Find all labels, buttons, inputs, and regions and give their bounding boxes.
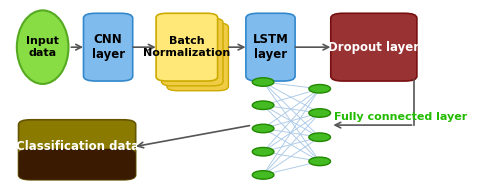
Text: Fully connected layer: Fully connected layer — [334, 112, 468, 122]
Circle shape — [252, 147, 274, 156]
Circle shape — [309, 157, 330, 166]
Text: Classification data: Classification data — [16, 140, 138, 153]
FancyBboxPatch shape — [331, 13, 417, 81]
Text: LSTM
layer: LSTM layer — [252, 33, 288, 61]
Circle shape — [252, 124, 274, 133]
Circle shape — [252, 78, 274, 86]
Text: CNN
layer: CNN layer — [92, 33, 124, 61]
FancyBboxPatch shape — [156, 13, 218, 81]
Circle shape — [309, 133, 330, 141]
Circle shape — [309, 84, 330, 93]
Text: Input
data: Input data — [26, 36, 59, 58]
Ellipse shape — [17, 10, 68, 84]
Circle shape — [252, 101, 274, 110]
Circle shape — [252, 171, 274, 179]
Text: Batch
Normalization: Batch Normalization — [143, 36, 231, 58]
FancyBboxPatch shape — [84, 13, 132, 81]
FancyBboxPatch shape — [18, 120, 136, 180]
FancyBboxPatch shape — [167, 23, 228, 91]
FancyBboxPatch shape — [18, 149, 136, 180]
FancyBboxPatch shape — [162, 18, 223, 86]
Text: Dropout layer: Dropout layer — [328, 41, 420, 54]
FancyBboxPatch shape — [246, 13, 295, 81]
Circle shape — [309, 109, 330, 117]
